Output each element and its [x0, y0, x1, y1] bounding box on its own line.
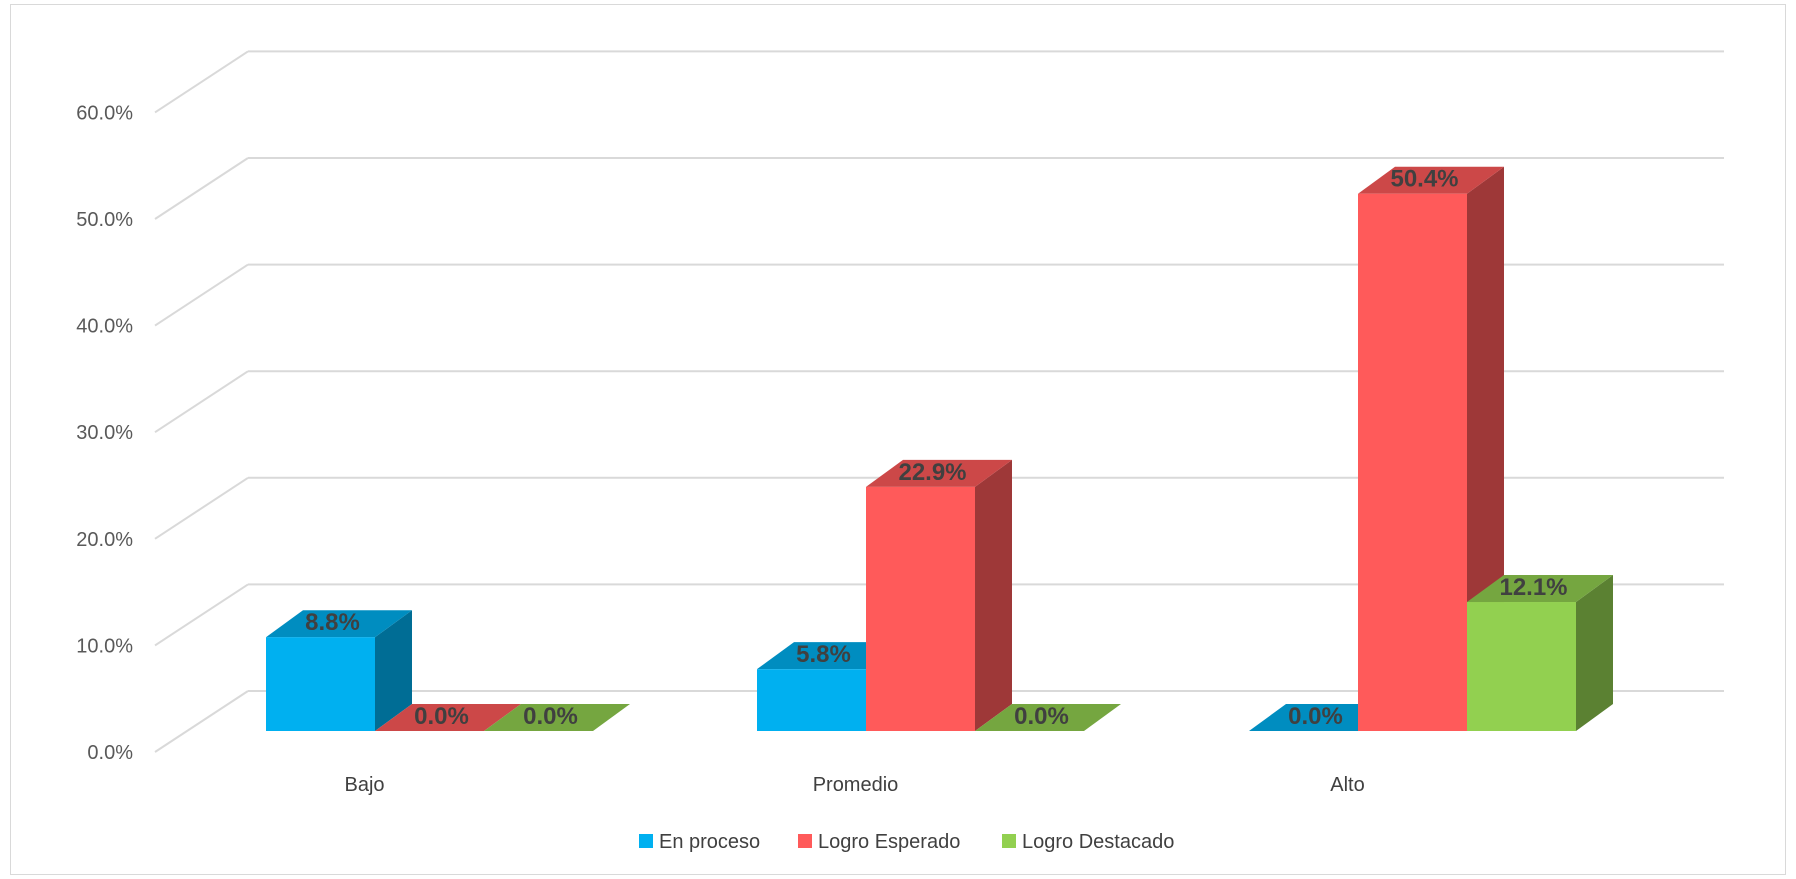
data-label: 0.0% — [523, 703, 578, 730]
gridline-side — [154, 157, 249, 220]
legend-item: En proceso — [639, 831, 760, 853]
legend-label: Logro Destacado — [1022, 831, 1174, 853]
bars — [266, 166, 1613, 732]
bar — [866, 459, 1012, 731]
x-axis: Bajo Promedio Alto — [344, 774, 1364, 796]
bar-front — [1358, 193, 1467, 732]
gridline-side — [154, 370, 249, 434]
bar-front — [866, 486, 975, 731]
legend-label: Logro Esperado — [818, 831, 960, 853]
data-label: 5.8% — [796, 641, 851, 668]
legend-label: En proceso — [659, 831, 760, 853]
gridline-side — [154, 476, 249, 540]
y-tick-label: 0.0% — [87, 742, 133, 764]
bar-side — [975, 459, 1012, 731]
y-tick-label: 50.0% — [76, 209, 133, 231]
bar-top — [1467, 575, 1613, 603]
bar-front — [757, 669, 866, 731]
bar-top — [1358, 166, 1504, 194]
bar — [375, 704, 521, 731]
bar-top — [866, 459, 1012, 487]
y-axis: 0.0% 10.0% 20.0% 30.0% 40.0% 50.0% 60.0% — [76, 102, 133, 764]
x-tick-label: Alto — [1330, 774, 1364, 796]
legend-item: Logro Esperado — [798, 831, 960, 853]
x-tick-label: Bajo — [344, 774, 384, 796]
bar-side — [1576, 575, 1613, 731]
bar-front — [266, 637, 375, 731]
gridline-side — [154, 50, 249, 114]
legend-swatch — [798, 834, 812, 848]
data-label: 22.9% — [898, 459, 966, 486]
bar — [1467, 575, 1613, 731]
data-label: 0.0% — [414, 703, 469, 730]
data-label: 0.0% — [1288, 703, 1343, 730]
x-tick-label: Promedio — [813, 774, 899, 796]
gridline-side — [154, 583, 249, 647]
y-tick-label: 10.0% — [76, 635, 133, 657]
gridline-side — [154, 690, 249, 753]
y-tick-label: 40.0% — [76, 316, 133, 338]
bar-top — [266, 610, 412, 638]
bar-top — [975, 704, 1121, 731]
y-tick-label: 30.0% — [76, 422, 133, 444]
data-labels: 8.8% 0.0% 0.0% 5.8% 22.9% 0.0% 0.0% 50.4% 12.1% — [305, 166, 1567, 730]
data-label: 0.0% — [1014, 703, 1069, 730]
bar — [484, 704, 630, 731]
bar — [975, 704, 1121, 731]
data-label: 8.8% — [305, 609, 360, 636]
bar-top — [375, 704, 521, 731]
legend-swatch — [1002, 834, 1016, 848]
legend-item: Logro Destacado — [1002, 831, 1174, 853]
bar-side — [375, 610, 412, 731]
bar-front — [1467, 602, 1576, 731]
bar-top — [484, 704, 630, 731]
y-tick-label: 60.0% — [76, 102, 133, 124]
legend-swatch — [639, 834, 653, 848]
gridline-side — [154, 263, 249, 327]
legend: En proceso Logro Esperado Logro Destacado — [639, 831, 1174, 853]
data-label: 12.1% — [1499, 574, 1567, 601]
y-tick-label: 20.0% — [76, 529, 133, 551]
data-label: 50.4% — [1390, 166, 1458, 193]
bar — [266, 610, 412, 731]
